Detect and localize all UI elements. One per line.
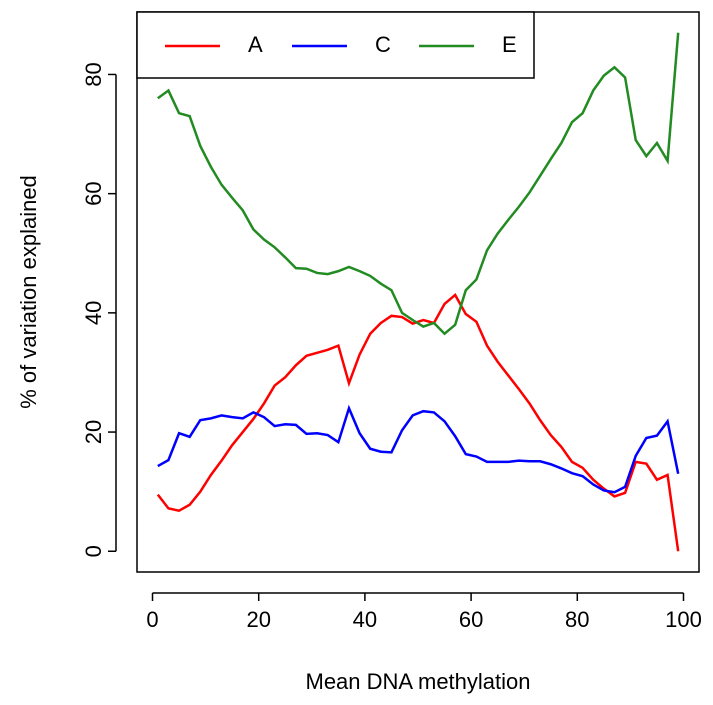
- y-tick-label: 80: [81, 62, 106, 86]
- series-line: [157, 404, 680, 494]
- series-line: [157, 32, 680, 336]
- y-tick-label: 0: [81, 545, 106, 557]
- x-tick-label: 60: [459, 607, 483, 632]
- x-tick-label: 20: [246, 607, 270, 632]
- x-axis-label: Mean DNA methylation: [306, 669, 531, 694]
- legend-label: A: [248, 32, 263, 57]
- y-tick-label: 20: [81, 420, 106, 444]
- legend-label: C: [375, 32, 391, 57]
- legend-label: E: [502, 32, 517, 57]
- x-tick-label: 80: [565, 607, 589, 632]
- plot-frame: [136, 11, 700, 573]
- y-axis-label: % of variation explained: [16, 175, 41, 409]
- y-tick-label: 60: [81, 181, 106, 205]
- x-tick-label: 40: [353, 607, 377, 632]
- x-tick-label: 0: [146, 607, 158, 632]
- series-line: [156, 293, 680, 552]
- y-tick-label: 40: [81, 301, 106, 325]
- x-tick-label: 100: [665, 607, 702, 632]
